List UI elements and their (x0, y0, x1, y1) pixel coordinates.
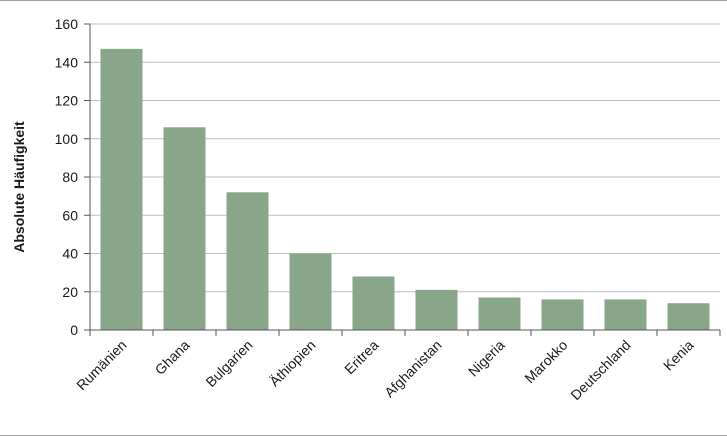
bar-eritrea (352, 276, 395, 330)
y-tick-label: 20 (62, 284, 78, 300)
bar-äthiopien (289, 253, 332, 330)
y-axis-title: Absolute Häufigkeit (11, 121, 27, 253)
x-tick-label: Eritrea (341, 337, 382, 378)
y-tick-label: 40 (62, 246, 78, 262)
x-tick-label: Rumänien (73, 337, 129, 393)
tick-labels: 0 20 40 60 80 100 120 140 160 Rumänien Ghana Bulgar… (55, 16, 697, 403)
bar-ghana (163, 127, 206, 331)
y-tick-label: 0 (70, 322, 78, 338)
bar-deutschland (604, 299, 647, 330)
y-tick-label: 100 (55, 131, 79, 147)
frame-top-line (0, 0, 727, 1)
y-tick-label: 160 (55, 16, 79, 32)
x-tick-label: Deutschland (567, 337, 633, 403)
bar-rumänien (100, 48, 143, 331)
y-tick-label: 80 (62, 169, 78, 185)
x-tick-label: Ghana (152, 337, 193, 378)
bar-kenia (667, 303, 710, 330)
y-tick-label: 120 (55, 93, 79, 109)
grid-lines (90, 23, 720, 293)
bar-afghanistan (415, 289, 458, 330)
bar-bulgarien (226, 192, 269, 330)
bar-nigeria (478, 297, 521, 330)
y-tick-label: 60 (62, 207, 78, 223)
y-tick-label: 140 (55, 54, 79, 70)
axes (84, 23, 721, 336)
x-tick-label: Afghanistan (381, 337, 445, 401)
x-tick-label: Bulgarien (202, 337, 255, 390)
bar-marokko (541, 299, 584, 330)
bars (100, 48, 710, 331)
x-tick-label: Äthiopien (266, 337, 319, 390)
x-tick-label: Marokko (521, 337, 570, 386)
x-tick-label: Kenia (660, 337, 697, 374)
x-tick-label: Nigeria (465, 337, 508, 380)
